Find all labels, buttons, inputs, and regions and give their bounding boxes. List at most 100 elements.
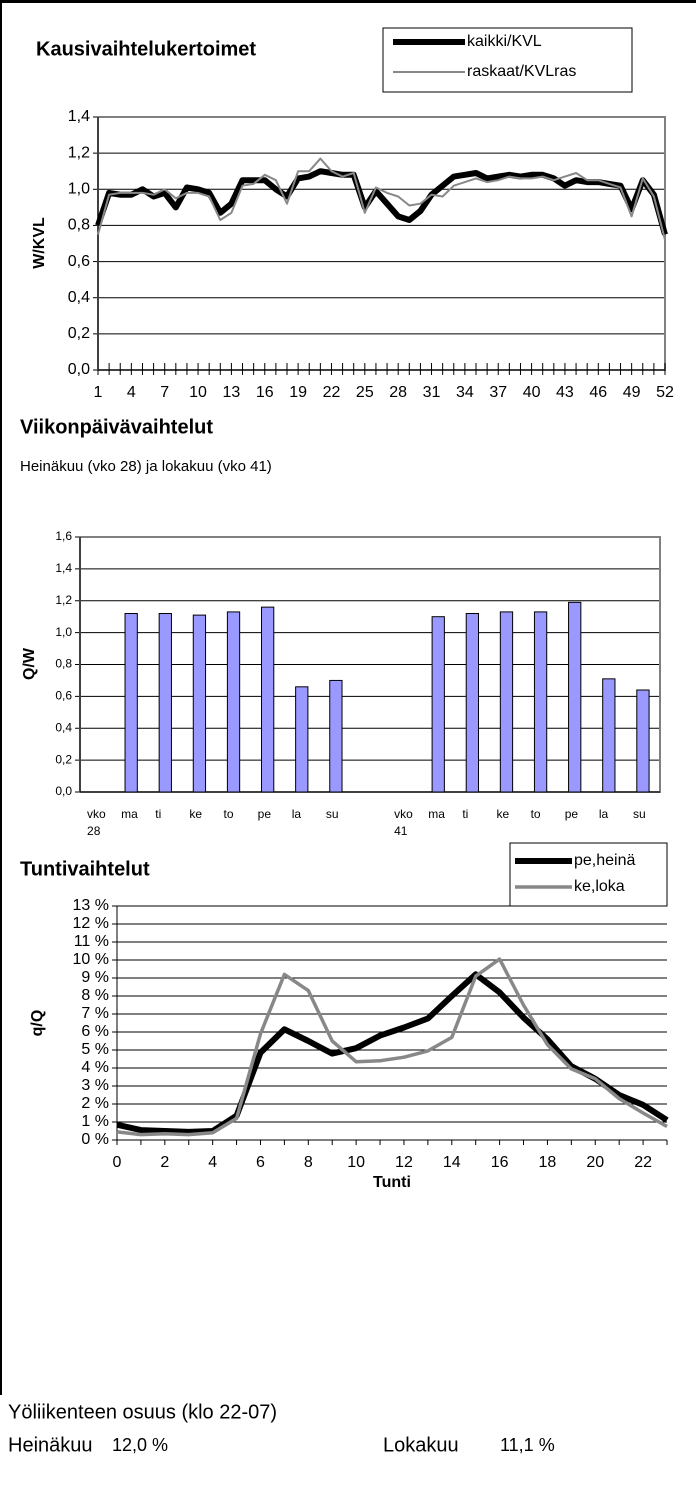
x-tick-label: to [530,807,541,821]
x-tick-label: 31 [423,384,441,401]
x-tick-label: ke [496,807,510,821]
y-tick-label: 1 % [81,1113,109,1130]
legend-box [382,27,633,93]
x-tick-label: 18 [539,1154,557,1171]
legend-label: kaikki/KVL [467,33,542,50]
bar [158,613,172,793]
x-tick-label: ma [121,807,138,821]
legend-box [509,842,668,907]
y-tick-label: 1,2 [68,144,90,161]
footer-label: Heinäkuu [8,1434,93,1456]
x-tick-label: ti [462,807,469,821]
y-tick-label: 0,0 [68,361,90,378]
y-tick-label: 7 % [81,1005,109,1022]
y-tick-label: 6 % [81,1023,109,1040]
bar [329,679,343,793]
y-tick-label: 1,0 [68,181,90,198]
y-tick-label: 5 % [81,1041,109,1058]
y-tick-label: 4 % [81,1059,109,1076]
bar [192,614,207,793]
bar [533,611,548,793]
y-tick-label: 1,4 [55,561,72,575]
footer-title: Yöliikenteen osuus (klo 22-07) [8,1401,277,1423]
x-tick-label: 8 [304,1154,313,1171]
y-tick-label: 0,4 [68,289,90,306]
bar [295,686,309,793]
x-tick-label: 49 [623,384,641,401]
plot-frame [97,116,666,371]
x-tick-label: 4 [208,1154,217,1171]
chart-title: Viikonpäivävaihtelut [20,416,213,438]
x-tick-label: 19 [289,384,307,401]
x-tick-label: 28 [389,384,407,401]
x-tick-label: pe [257,807,271,821]
y-tick-label: 0,0 [55,784,72,798]
x-tick-label: 2 [160,1154,169,1171]
bar [226,611,241,793]
y-tick-label: 0 % [81,1131,109,1148]
y-tick-label: 1,0 [55,625,72,639]
y-tick-label: 8 % [81,987,109,1004]
bar [124,613,138,793]
legend-label: ke,loka [574,878,625,895]
x-tick-label: 6 [256,1154,265,1171]
y-tick-label: 1,2 [55,593,72,607]
y-tick-label: 0,6 [68,253,90,270]
x-tick-label: 14 [443,1154,461,1171]
x-tick-label: 46 [589,384,607,401]
bar [636,689,650,793]
y-tick-label: 0,6 [55,689,72,703]
y-tick-label: 0,2 [68,325,90,342]
x-tick-label: 1 [94,384,103,401]
x-tick-label: 34 [456,384,474,401]
x-tick-label: ma [428,807,445,821]
x-tick-label: 52 [656,384,674,401]
y-tick-label: 13 % [73,897,109,914]
x-tick-label: 22 [634,1154,652,1171]
x-tick-label: ti [155,807,162,821]
bar [499,611,514,793]
y-tick-label: 1,6 [55,529,72,543]
y-tick-label: 10 % [73,951,109,968]
chart-title: Tuntivaihtelut [20,858,150,880]
y-tick-label: 2 % [81,1095,109,1112]
y-axis-label: W/KVL [31,217,48,269]
x-tick-label: 20 [586,1154,604,1171]
bar [568,601,582,793]
y-tick-label: 3 % [81,1077,109,1094]
x-tick-label: 10 [347,1154,365,1171]
x-tick-label: su [632,807,646,821]
x-tick-label: la [598,807,609,821]
footer-value: 11,1 % [500,1435,555,1455]
footer-label: Lokakuu [383,1434,459,1456]
x-tick-label: 7 [160,384,169,401]
x-axis-label: Tunti [373,1174,411,1191]
x-tick-label: 12 [395,1154,413,1171]
x-tick-label: 16 [491,1154,509,1171]
x-tick-label: to [223,807,234,821]
x-tick-label: 4 [127,384,136,401]
y-tick-label: 1,4 [68,108,90,125]
series-line [97,157,666,241]
y-axis-label: Q/W [21,647,38,680]
series-line [95,168,668,236]
x-tick-label: ke [189,807,203,821]
x-tick-label: su [325,807,339,821]
x-tick-label: pe [564,807,579,821]
legend-label: pe,heinä [574,852,635,869]
x-tick-label: 10 [189,384,207,401]
bar [431,616,445,793]
series-line [116,957,668,1137]
x-tick-label: 40 [523,384,541,401]
y-tick-label: 0,2 [55,752,72,766]
x-tick-label: 25 [356,384,374,401]
y-tick-label: 9 % [81,969,109,986]
x-tick-label: 16 [256,384,274,401]
x-tick-label: 13 [223,384,241,401]
x-tick-label: 37 [489,384,507,401]
bar [602,678,616,793]
y-tick-label: 0,8 [68,217,90,234]
x-tick-label: 43 [556,384,574,401]
